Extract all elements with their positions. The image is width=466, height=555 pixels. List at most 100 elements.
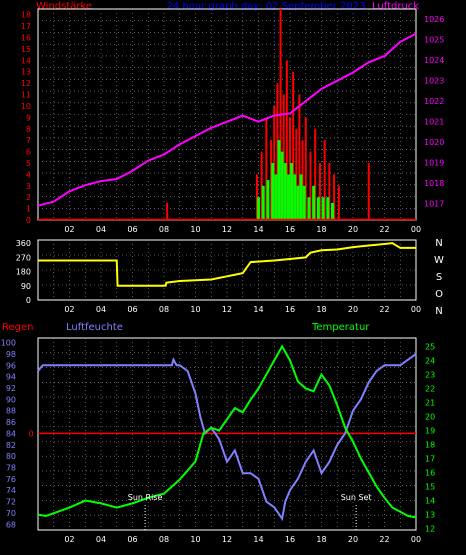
humidity-tick-label: 78 (6, 464, 16, 473)
direction-tick-label: 360 (16, 239, 31, 248)
wind-tick-label: 0 (26, 216, 31, 225)
pressure-tick-label: 1023 (424, 77, 444, 86)
humidity-line (37, 353, 417, 522)
humidity-tick-label: 92 (6, 384, 16, 393)
x-tick-label: 04 (96, 225, 106, 234)
direction-tick-label: 180 (16, 268, 31, 277)
pressure-tick-label: 1022 (424, 97, 444, 106)
x-tick-label: 14 (253, 305, 263, 314)
x-tick-label: 22 (379, 535, 389, 544)
humidity-tick-label: 90 (6, 395, 16, 404)
wind-tick-label: 9 (26, 113, 31, 122)
wind-tick-label: 6 (26, 148, 31, 157)
humidity-tick-label: 80 (6, 452, 16, 461)
compass-label: N (435, 306, 442, 317)
x-tick-label: 20 (348, 535, 358, 544)
wind-tick-label: 5 (26, 159, 31, 168)
wind-tick-label: 18 (21, 11, 31, 20)
compass-label: S (436, 272, 442, 283)
x-tick-label: 10 (190, 305, 200, 314)
chart-title: 24 hour graph day, 02 September 2023 (167, 1, 366, 12)
x-tick-label: 22 (379, 225, 389, 234)
temperature-tick-label: 19 (425, 426, 435, 435)
x-tick-label: 16 (285, 305, 295, 314)
x-tick-label: 18 (316, 535, 326, 544)
humidity-tick-label: 82 (6, 441, 16, 450)
pressure-tick-label: 1021 (424, 118, 444, 127)
temperature-tick-label: 18 (425, 441, 435, 450)
x-tick-label: 20 (348, 305, 358, 314)
pressure-line (37, 32, 417, 207)
compass-label: O (435, 289, 443, 300)
x-tick-label: 22 (379, 305, 389, 314)
humidity-axis-title: Luftfeuchte (66, 322, 123, 333)
humidity-tick-label: 74 (6, 486, 16, 495)
humidity-tick-label: 70 (6, 509, 16, 518)
humidity-tick-label: 98 (6, 350, 16, 359)
wind-tick-label: 3 (26, 182, 31, 191)
wind-tick-label: 2 (26, 193, 31, 202)
x-tick-label: 20 (348, 225, 358, 234)
temperature-axis-title: Temperatur (311, 322, 370, 333)
wind-direction-line (38, 242, 416, 287)
pressure-tick-label: 1018 (424, 179, 444, 188)
rain-tick-label: 0 (28, 429, 33, 438)
humidity-tick-label: 86 (6, 418, 16, 427)
x-tick-label: 08 (159, 535, 169, 544)
x-tick-label: 00 (411, 535, 421, 544)
sun-set-label: Sun Set (341, 493, 372, 502)
x-tick-label: 04 (96, 305, 106, 314)
x-tick-label: 06 (127, 535, 137, 544)
humidity-tick-label: 84 (6, 429, 16, 438)
compass-label: W (434, 255, 444, 266)
x-tick-label: 12 (222, 225, 232, 234)
wind-axis-title: Windstärke (36, 1, 92, 12)
temperature-tick-label: 12 (425, 525, 435, 534)
wind-tick-label: 12 (21, 79, 31, 88)
x-tick-label: 08 (159, 225, 169, 234)
temperature-tick-label: 17 (425, 455, 435, 464)
x-tick-label: 16 (285, 535, 295, 544)
wind-tick-label: 14 (21, 56, 31, 65)
temperature-tick-label: 21 (425, 398, 435, 407)
x-tick-label: 00 (411, 225, 421, 234)
pressure-axis-title: Luftdruck (372, 1, 419, 12)
pressure-tick-label: 1025 (424, 36, 444, 45)
temperature-tick-label: 25 (425, 342, 435, 351)
pressure-tick-label: 1024 (424, 56, 444, 65)
pressure-tick-label: 1019 (424, 159, 444, 168)
x-tick-label: 10 (190, 535, 200, 544)
humidity-tick-label: 96 (6, 361, 16, 370)
x-tick-label: 06 (127, 305, 137, 314)
compass-label: N (435, 238, 442, 249)
humidity-tick-label: 68 (6, 520, 16, 529)
temperature-tick-label: 16 (425, 469, 435, 478)
x-tick-label: 12 (222, 305, 232, 314)
x-tick-label: 02 (64, 535, 74, 544)
x-tick-label: 06 (127, 225, 137, 234)
wind-tick-label: 17 (21, 22, 31, 31)
temperature-tick-label: 22 (425, 384, 435, 393)
pressure-tick-label: 1026 (424, 15, 444, 24)
x-tick-label: 18 (316, 225, 326, 234)
wind-tick-label: 15 (21, 45, 31, 54)
temperature-tick-label: 13 (425, 511, 435, 520)
direction-tick-label: 270 (16, 253, 31, 262)
x-tick-label: 16 (285, 225, 295, 234)
direction-tick-label: 0 (26, 296, 31, 305)
humidity-tick-label: 100 (1, 339, 16, 348)
x-tick-label: 12 (222, 535, 232, 544)
temperature-tick-label: 14 (425, 497, 435, 506)
wind-tick-label: 11 (21, 91, 31, 100)
pressure-tick-label: 1017 (424, 200, 444, 209)
wind-tick-label: 16 (21, 34, 31, 43)
wind-tick-label: 8 (26, 125, 31, 134)
wind-tick-label: 4 (26, 170, 31, 179)
humidity-tick-label: 76 (6, 475, 16, 484)
temperature-tick-label: 23 (425, 370, 435, 379)
temperature-line (37, 344, 417, 519)
wind-tick-label: 10 (21, 102, 31, 111)
wind-tick-label: 1 (26, 205, 31, 214)
wind-tick-label: 13 (21, 68, 31, 77)
